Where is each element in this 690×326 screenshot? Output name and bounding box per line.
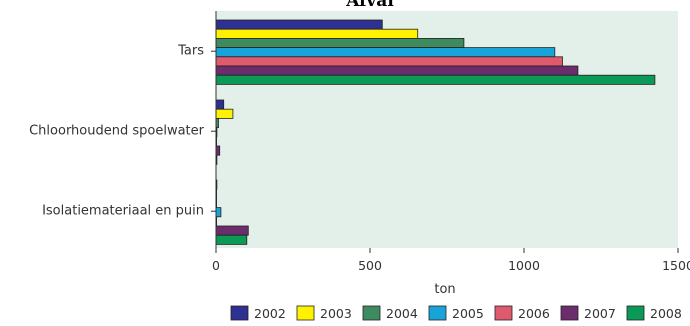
legend-swatch-2008 — [626, 305, 645, 321]
legend-swatch-2007 — [560, 305, 579, 321]
legend-swatch-2006 — [494, 305, 513, 321]
chart-title: Afval — [345, 0, 394, 11]
bar-2006-0 — [215, 56, 563, 67]
legend-swatch-2003 — [296, 305, 315, 321]
bar-2005-2 — [215, 207, 222, 218]
legend-label-2004: 2004 — [386, 306, 418, 321]
legend-label-2008: 2008 — [650, 306, 682, 321]
x-axis-label: ton — [434, 282, 455, 297]
bar-2007-2 — [215, 225, 249, 236]
legend-label-2005: 2005 — [452, 306, 484, 321]
x-tick-label: 1500 — [662, 258, 690, 273]
category-label: Chloorhoudend spoelwater — [29, 124, 205, 139]
x-axis: 0 500 1000 1500 — [212, 248, 690, 273]
bar-2003-0 — [215, 28, 419, 39]
category-label: Tars — [177, 44, 204, 59]
bar-2002-0 — [215, 19, 383, 30]
bar-2002-1 — [215, 99, 225, 110]
legend-label-2003: 2003 — [320, 306, 352, 321]
bar-2005-0 — [215, 47, 556, 58]
legend-label-2002: 2002 — [254, 306, 286, 321]
bar-2004-0 — [215, 38, 465, 49]
legend: 2002 2003 2004 2005 2006 2007 2008 — [230, 305, 682, 321]
category-label: Isolatiemateriaal en puin — [42, 204, 204, 219]
bar-2007-1 — [215, 145, 221, 156]
category-labels: Tars Chloorhoudend spoelwater Isolatiemate… — [29, 11, 217, 248]
x-tick-label: 0 — [212, 258, 220, 273]
x-tick-label: 500 — [358, 258, 382, 273]
legend-swatch-2005 — [428, 305, 447, 321]
legend-swatch-2004 — [362, 305, 381, 321]
legend-swatch-2002 — [230, 305, 249, 321]
bar-2008-0 — [215, 74, 656, 85]
bar-2003-1 — [215, 108, 234, 119]
legend-label-2006: 2006 — [518, 306, 550, 321]
x-tick-label: 1000 — [508, 258, 540, 273]
legend-label-2007: 2007 — [584, 306, 616, 321]
bar-2008-2 — [215, 234, 248, 245]
bar-2007-0 — [215, 65, 579, 76]
